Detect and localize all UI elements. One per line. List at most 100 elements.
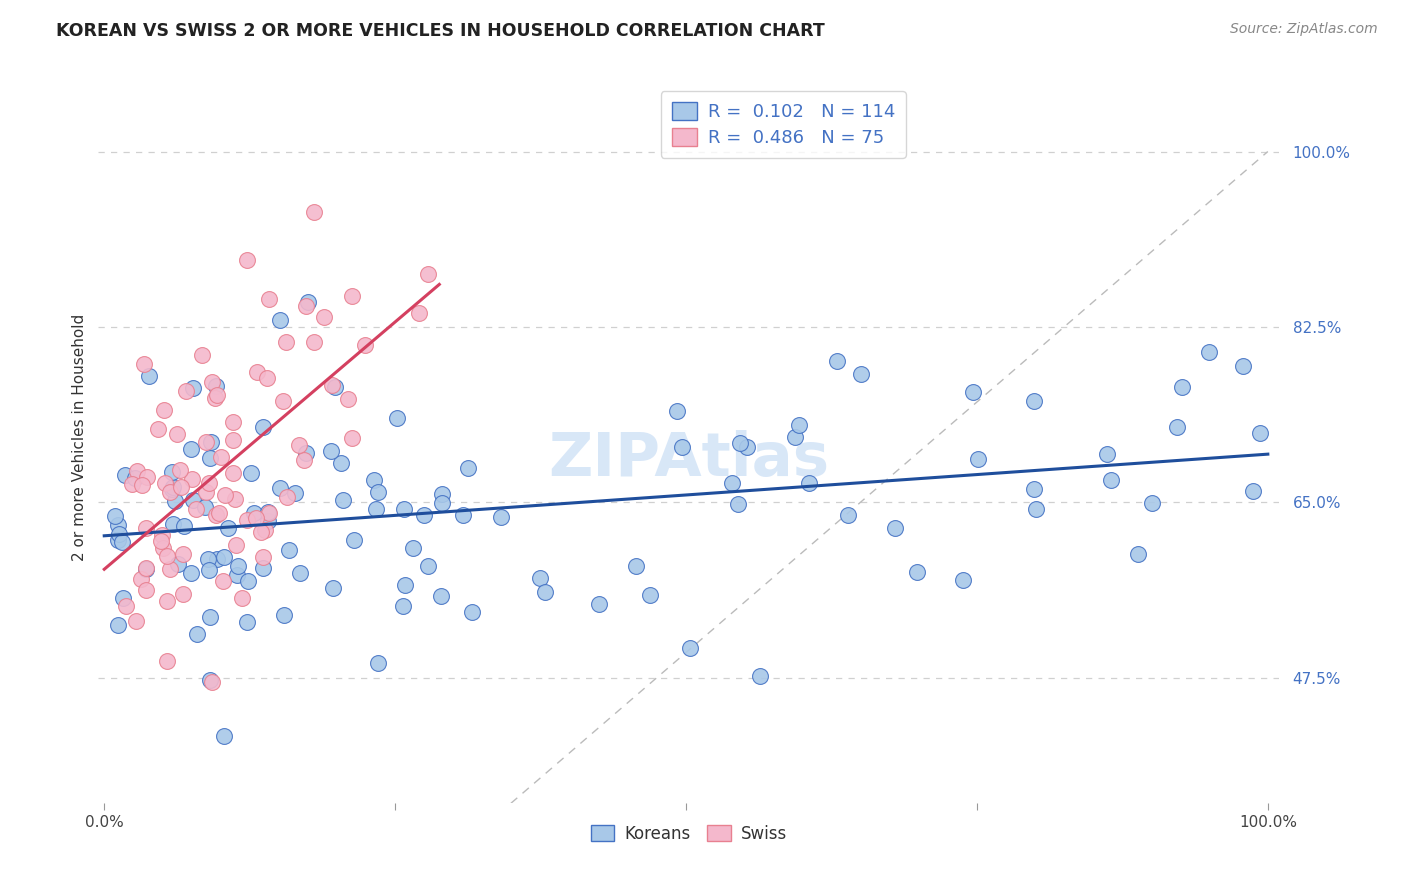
Point: [181, 473, 204, 487]
Point: [198, 673, 221, 688]
Point: [184, 502, 207, 516]
Point: [257, 505, 280, 519]
Point: [138, 369, 160, 384]
Point: [195, 434, 218, 449]
Point: [131, 478, 153, 492]
Point: [851, 367, 873, 381]
Point: [209, 450, 232, 465]
Point: [121, 476, 143, 491]
Point: [198, 563, 221, 577]
Point: [111, 534, 134, 549]
Point: [354, 337, 377, 351]
Point: [169, 463, 191, 477]
Point: [367, 656, 389, 670]
Point: [198, 610, 221, 624]
Point: [165, 493, 187, 508]
Point: [181, 492, 204, 507]
Point: [197, 552, 219, 566]
Point: [394, 578, 416, 592]
Point: [245, 511, 267, 525]
Point: [174, 384, 197, 398]
Point: [408, 306, 430, 320]
Point: [159, 484, 181, 499]
Point: [905, 565, 928, 579]
Point: [302, 205, 325, 219]
Point: [198, 451, 221, 466]
Point: [295, 299, 318, 313]
Point: [135, 521, 157, 535]
Point: [624, 559, 647, 574]
Point: [249, 525, 271, 540]
Point: [952, 573, 974, 587]
Point: [1022, 394, 1045, 409]
Point: [204, 391, 226, 405]
Point: [180, 442, 202, 457]
Point: [200, 435, 222, 450]
Point: [288, 438, 311, 452]
Point: [252, 549, 274, 564]
Point: [785, 430, 807, 444]
Point: [1022, 482, 1045, 496]
Point: [1241, 484, 1264, 499]
Point: [825, 353, 848, 368]
Point: [883, 521, 905, 535]
Point: [172, 587, 194, 601]
Point: [159, 562, 181, 576]
Point: [107, 518, 129, 533]
Point: [195, 484, 218, 499]
Point: [238, 574, 260, 588]
Point: [156, 593, 179, 607]
Point: [273, 608, 295, 623]
Point: [107, 527, 129, 541]
Legend: Koreans, Swiss: Koreans, Swiss: [585, 818, 793, 849]
Point: [274, 334, 297, 349]
Point: [111, 591, 134, 605]
Point: [208, 506, 231, 520]
Point: [124, 471, 146, 485]
Point: [1249, 425, 1271, 440]
Point: [180, 566, 202, 580]
Point: [136, 470, 159, 484]
Point: [430, 486, 453, 500]
Point: [104, 509, 127, 524]
Point: [323, 379, 346, 393]
Text: KOREAN VS SWISS 2 OR MORE VEHICLES IN HOUSEHOLD CORRELATION CHART: KOREAN VS SWISS 2 OR MORE VEHICLES IN HO…: [56, 22, 825, 40]
Point: [166, 427, 188, 442]
Point: [205, 388, 228, 402]
Point: [149, 534, 172, 549]
Point: [186, 627, 208, 641]
Point: [363, 474, 385, 488]
Point: [679, 640, 702, 655]
Point: [1025, 501, 1047, 516]
Point: [152, 403, 174, 417]
Point: [671, 440, 693, 454]
Point: [207, 551, 229, 566]
Point: [257, 514, 280, 528]
Point: [284, 486, 307, 500]
Point: [257, 506, 280, 520]
Point: [461, 605, 484, 619]
Point: [173, 519, 195, 533]
Point: [134, 358, 156, 372]
Point: [342, 533, 364, 548]
Point: [1140, 496, 1163, 510]
Point: [162, 480, 184, 494]
Point: [240, 466, 263, 480]
Text: ZIPAtlas: ZIPAtlas: [548, 430, 830, 489]
Point: [156, 549, 179, 564]
Point: [211, 574, 233, 588]
Point: [124, 614, 146, 628]
Point: [231, 591, 253, 605]
Point: [269, 481, 291, 495]
Point: [588, 597, 610, 611]
Point: [252, 561, 274, 575]
Point: [225, 538, 247, 552]
Point: [735, 440, 758, 454]
Point: [666, 404, 689, 418]
Point: [387, 410, 409, 425]
Point: [226, 559, 249, 574]
Point: [191, 348, 214, 362]
Point: [135, 561, 157, 575]
Point: [967, 452, 990, 467]
Point: [129, 573, 152, 587]
